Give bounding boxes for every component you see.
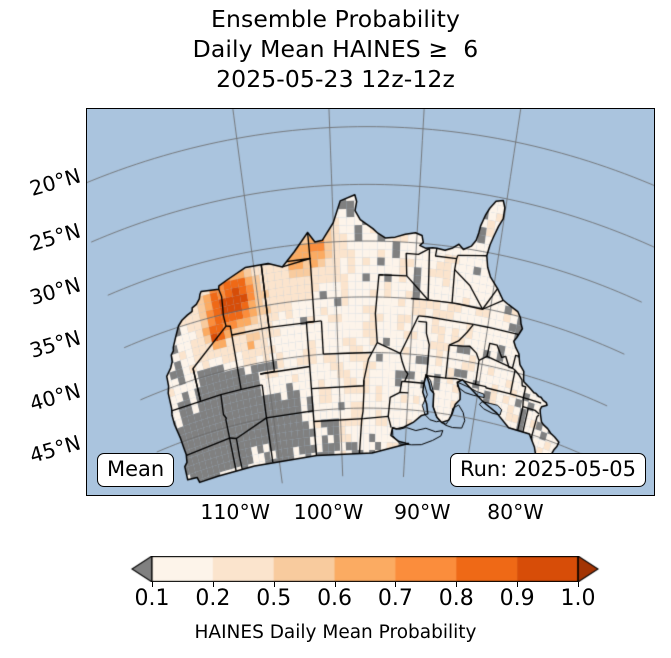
title-line-2: Daily Mean HAINES ≥ 6 — [192, 35, 479, 63]
lon-label-110W: 110°W — [200, 500, 270, 524]
colorbar-label: HAINES Daily Mean Probability — [194, 622, 477, 643]
run-annotation-box: Run: 2025-05-05 — [449, 453, 646, 487]
colorbar-tick — [517, 582, 519, 587]
colorbar-gradient — [130, 556, 600, 582]
lat-label-30N: 30°N — [27, 272, 84, 310]
lat-label-35N: 35°N — [27, 325, 84, 363]
colorbar-tick-label-01: 0.1 — [134, 586, 170, 611]
lat-label-25N: 25°N — [27, 218, 84, 256]
lat-label-20N: 20°N — [27, 163, 84, 202]
colorbar-tick-label-09: 0.9 — [499, 586, 535, 611]
colorbar-tick — [395, 582, 397, 587]
colorbar-tick-label-06: 0.6 — [317, 586, 353, 611]
lat-label-45N: 45°N — [27, 430, 84, 469]
colorbar-tick-label-05: 0.5 — [256, 586, 292, 611]
colorbar-tick-label-02: 0.2 — [195, 586, 231, 611]
lon-label-80W: 80°W — [487, 500, 544, 524]
colorbar-tick-label-07: 0.7 — [377, 586, 413, 611]
title-line-3: 2025-05-23 12z-12z — [216, 65, 455, 93]
lat-label-40N: 40°N — [27, 377, 84, 416]
figure-title: Ensemble Probability Daily Mean HAINES ≥… — [0, 4, 671, 94]
colorbar-tick — [212, 582, 214, 587]
mean-annotation-box: Mean — [97, 453, 175, 487]
lon-label-90W: 90°W — [393, 500, 451, 524]
colorbar-tick-label-08: 0.8 — [438, 586, 474, 611]
map-plot-area: Mean Run: 2025-05-05 — [86, 108, 655, 496]
colorbar-tick — [273, 582, 275, 587]
title-line-1: Ensemble Probability — [211, 5, 460, 33]
colorbar: 0.1 0.2 0.5 0.6 0.7 0.8 0.9 1.0 — [130, 556, 600, 611]
colorbar-tick — [456, 582, 458, 587]
colorbar-tick — [578, 582, 579, 587]
lon-label-100W: 100°W — [293, 500, 364, 524]
colorbar-tick-label-10: 1.0 — [560, 586, 596, 611]
map-raster — [87, 109, 654, 495]
colorbar-tick — [334, 582, 336, 587]
colorbar-tick — [152, 582, 153, 587]
